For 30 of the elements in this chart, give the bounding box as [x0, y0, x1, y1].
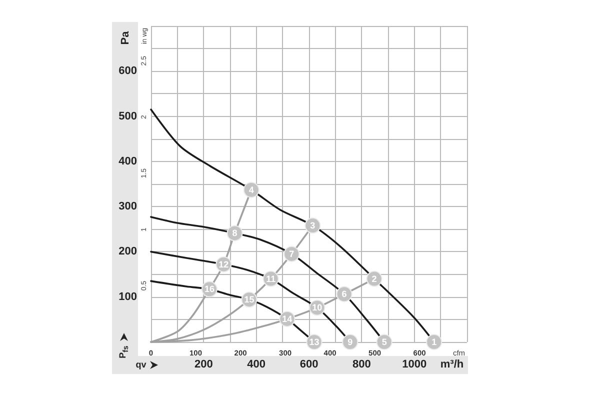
annotation: 11	[266, 274, 276, 284]
y-tick-label: 500	[118, 110, 137, 122]
y-axis-title: Pa	[120, 31, 132, 45]
annotation: 7	[289, 248, 294, 259]
annotation: 1	[432, 337, 437, 347]
annotation: 12	[218, 259, 229, 270]
x-axis-title: m³/h	[440, 358, 464, 370]
annotation: 9	[348, 337, 353, 347]
x-tick-label: 800	[352, 358, 371, 370]
annotation: 6	[342, 289, 347, 300]
annotation: 14	[282, 314, 292, 324]
annotation: 15	[244, 294, 254, 305]
annotation: 2	[372, 274, 377, 284]
y-tick-label: 100	[118, 290, 137, 303]
y-tick-label: 300	[118, 200, 137, 213]
annotation: 5	[382, 337, 387, 347]
x-tick-label: 200	[194, 358, 213, 370]
annotation: 13	[309, 337, 320, 347]
x-tick-label: 600	[300, 358, 318, 370]
x-tick-label: 400	[247, 358, 266, 370]
annotation: 3	[310, 220, 316, 231]
annotation: 4	[248, 184, 254, 195]
y-tick-label: 400	[118, 155, 137, 168]
y-tick-label: 600	[118, 65, 137, 78]
y-tick-label: 200	[118, 246, 137, 258]
x-tick-label: 1000	[402, 358, 427, 370]
text: qv	[136, 360, 146, 370]
annotation: 10	[312, 302, 322, 313]
annotation: 8	[232, 228, 238, 238]
annotation: 16	[204, 284, 214, 294]
